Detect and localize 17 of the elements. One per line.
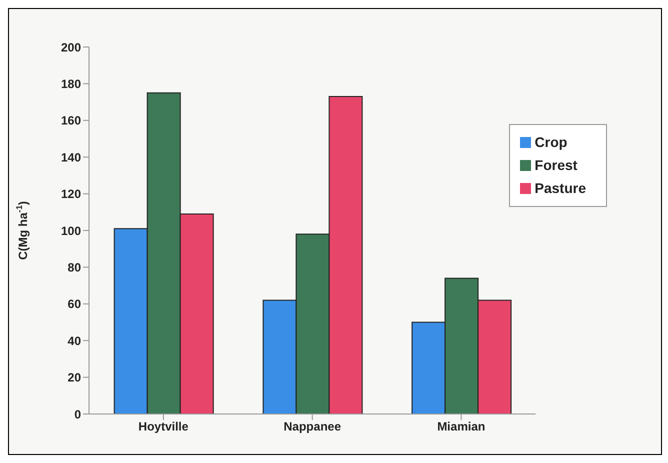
y-tick-label: 40	[68, 334, 82, 348]
y-tick-label: 80	[68, 260, 82, 274]
x-tick-label: Miamian	[437, 420, 486, 434]
x-tick-label: Hoytville	[138, 420, 189, 434]
y-tick-label: 160	[60, 114, 82, 128]
x-tick-label: Nappanee	[284, 420, 342, 434]
y-tick-label: 140	[60, 150, 82, 164]
y-tick-label: 20	[68, 370, 82, 385]
legend-label: Crop	[534, 134, 568, 150]
y-tick-label: 120	[60, 187, 82, 202]
y-tick-label: 60	[68, 297, 82, 312]
legend-label: Pasture	[534, 180, 586, 196]
y-tick-label: 180	[60, 76, 82, 91]
legend-label: Forest	[534, 157, 578, 173]
y-tick-label: 100	[60, 224, 82, 238]
y-tick-label: 200	[60, 40, 82, 54]
y-tick-label: 0	[74, 407, 82, 422]
